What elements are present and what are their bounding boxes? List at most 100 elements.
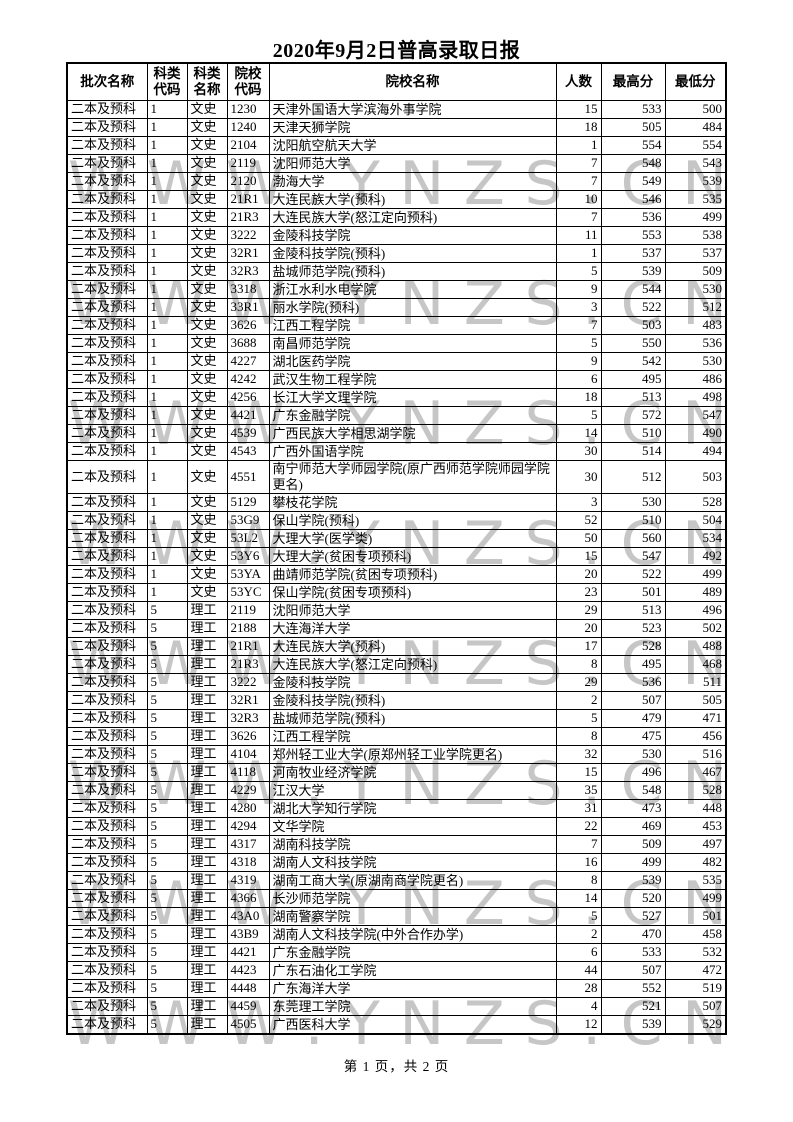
subject-name-cell: 理工 [186, 781, 228, 800]
college-code-cell: 3318 [226, 280, 270, 299]
min-score-cell: 534 [664, 529, 727, 548]
batch-cell: 二本及预科 [66, 334, 148, 353]
subject-code-cell: 5 [146, 727, 188, 746]
college-name-cell: 东莞理工学院 [268, 997, 557, 1016]
max-score-cell: 539 [600, 1015, 666, 1035]
max-score-cell: 553 [600, 226, 666, 245]
min-score-cell: 528 [664, 493, 727, 512]
min-score-cell: 488 [664, 637, 727, 656]
subject-code-cell: 1 [146, 493, 188, 512]
count-cell: 5 [555, 406, 602, 425]
count-cell: 15 [555, 547, 602, 566]
subject-code-cell: 1 [146, 442, 188, 461]
table-row: 二本及预科 1 文史 4256 长江大学文理学院 18 513 498 [66, 388, 727, 407]
batch-cell: 二本及预科 [66, 154, 148, 173]
table-row: 二本及预科 1 文史 4551 南宁师范大学师园学院(原广西师范学院师园学院更名) 30 5… [66, 460, 727, 494]
subject-name-cell: 理工 [186, 745, 228, 764]
college-name-cell: 大连民族大学(预科) [268, 190, 557, 209]
college-code-cell: 32R3 [226, 262, 270, 281]
subject-code-cell: 1 [146, 100, 188, 119]
subject-code-cell: 5 [146, 943, 188, 962]
count-cell: 30 [555, 460, 602, 494]
college-code-cell: 2104 [226, 136, 270, 155]
count-cell: 44 [555, 961, 602, 980]
subject-code-cell: 5 [146, 637, 188, 656]
table-row: 二本及预科 5 理工 43B9 湖南人文科技学院(中外合作办学) 2 470 458 [66, 925, 727, 944]
max-score-cell: 533 [600, 943, 666, 962]
min-score-cell: 456 [664, 727, 727, 746]
college-code-cell: 32R3 [226, 709, 270, 728]
subject-code-cell: 1 [146, 388, 188, 407]
count-cell: 10 [555, 190, 602, 209]
table-row: 二本及预科 5 理工 4317 湖南科技学院 7 509 497 [66, 835, 727, 854]
table-row: 二本及预科 5 理工 4318 湖南人文科技学院 16 499 482 [66, 853, 727, 872]
count-cell: 29 [555, 601, 602, 620]
subject-name-cell: 文史 [186, 298, 228, 317]
batch-cell: 二本及预科 [66, 889, 148, 908]
college-name-cell: 大理大学(医学类) [268, 529, 557, 548]
subject-name-cell: 文史 [186, 547, 228, 566]
header-subject-code: 科类 代码 [146, 62, 188, 101]
max-score-cell: 479 [600, 709, 666, 728]
table-row: 二本及预科 5 理工 4459 东莞理工学院 4 521 507 [66, 997, 727, 1016]
min-score-cell: 519 [664, 979, 727, 998]
subject-code-cell: 1 [146, 118, 188, 137]
table-row: 二本及预科 1 文史 3318 浙江水利水电学院 9 544 530 [66, 280, 727, 299]
max-score-cell: 521 [600, 997, 666, 1016]
batch-cell: 二本及预科 [66, 1015, 148, 1035]
header-subject-name: 科类 名称 [186, 62, 228, 101]
min-score-cell: 528 [664, 781, 727, 800]
table-row: 二本及预科 5 理工 32R3 盐城师范学院(预科) 5 479 471 [66, 709, 727, 728]
max-score-cell: 547 [600, 547, 666, 566]
min-score-cell: 471 [664, 709, 727, 728]
college-name-cell: 沈阳航空航天大学 [268, 136, 557, 155]
college-code-cell: 53Y6 [226, 547, 270, 566]
subject-name-cell: 理工 [186, 853, 228, 872]
table-row: 二本及预科 5 理工 32R1 金陵科技学院(预科) 2 507 505 [66, 691, 727, 710]
max-score-cell: 523 [600, 619, 666, 638]
subject-code-cell: 1 [146, 280, 188, 299]
college-code-cell: 4227 [226, 352, 270, 371]
max-score-cell: 560 [600, 529, 666, 548]
table-row: 二本及预科 1 文史 53Y6 大理大学(贫困专项预科) 15 547 492 [66, 547, 727, 566]
max-score-cell: 520 [600, 889, 666, 908]
min-score-cell: 507 [664, 997, 727, 1016]
batch-cell: 二本及预科 [66, 979, 148, 998]
count-cell: 23 [555, 583, 602, 602]
max-score-cell: 530 [600, 745, 666, 764]
max-score-cell: 507 [600, 691, 666, 710]
subject-code-cell: 5 [146, 925, 188, 944]
max-score-cell: 554 [600, 136, 666, 155]
college-code-cell: 4423 [226, 961, 270, 980]
count-cell: 9 [555, 280, 602, 299]
college-name-cell: 长江大学文理学院 [268, 388, 557, 407]
college-name-cell: 湖南科技学院 [268, 835, 557, 854]
table-row: 二本及预科 1 文史 4242 武汉生物工程学院 6 495 486 [66, 370, 727, 389]
college-name-cell: 广西医科大学 [268, 1015, 557, 1035]
subject-code-cell: 1 [146, 424, 188, 443]
table-row: 二本及预科 1 文史 4543 广西外国语学院 30 514 494 [66, 442, 727, 461]
batch-cell: 二本及预科 [66, 655, 148, 674]
count-cell: 6 [555, 370, 602, 389]
count-cell: 29 [555, 673, 602, 692]
max-score-cell: 509 [600, 835, 666, 854]
table-row: 二本及预科 1 文史 2120 渤海大学 7 549 539 [66, 172, 727, 191]
college-name-cell: 湖南警察学院 [268, 907, 557, 926]
max-score-cell: 501 [600, 583, 666, 602]
count-cell: 28 [555, 979, 602, 998]
college-name-cell: 湖南人文科技学院 [268, 853, 557, 872]
table-row: 二本及预科 1 文史 2104 沈阳航空航天大学 1 554 554 [66, 136, 727, 155]
subject-code-cell: 5 [146, 709, 188, 728]
count-cell: 35 [555, 781, 602, 800]
subject-name-cell: 文史 [186, 442, 228, 461]
max-score-cell: 510 [600, 424, 666, 443]
college-code-cell: 32R1 [226, 244, 270, 263]
count-cell: 5 [555, 262, 602, 281]
subject-name-cell: 文史 [186, 460, 228, 494]
min-score-cell: 486 [664, 370, 727, 389]
count-cell: 6 [555, 943, 602, 962]
subject-name-cell: 文史 [186, 244, 228, 263]
table-row: 二本及预科 5 理工 21R3 大连民族大学(怒江定向预科) 8 495 468 [66, 655, 727, 674]
subject-code-cell: 5 [146, 835, 188, 854]
